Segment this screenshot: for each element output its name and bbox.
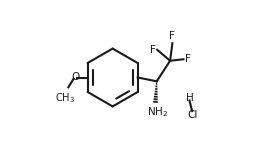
Text: CH$_3$: CH$_3$	[55, 91, 75, 105]
Text: H: H	[186, 93, 193, 103]
Text: F: F	[169, 31, 175, 41]
Text: F: F	[185, 54, 191, 64]
Text: NH$_2$: NH$_2$	[147, 105, 168, 119]
Text: O: O	[71, 73, 79, 82]
Text: F: F	[150, 45, 156, 55]
Text: Cl: Cl	[187, 110, 197, 120]
